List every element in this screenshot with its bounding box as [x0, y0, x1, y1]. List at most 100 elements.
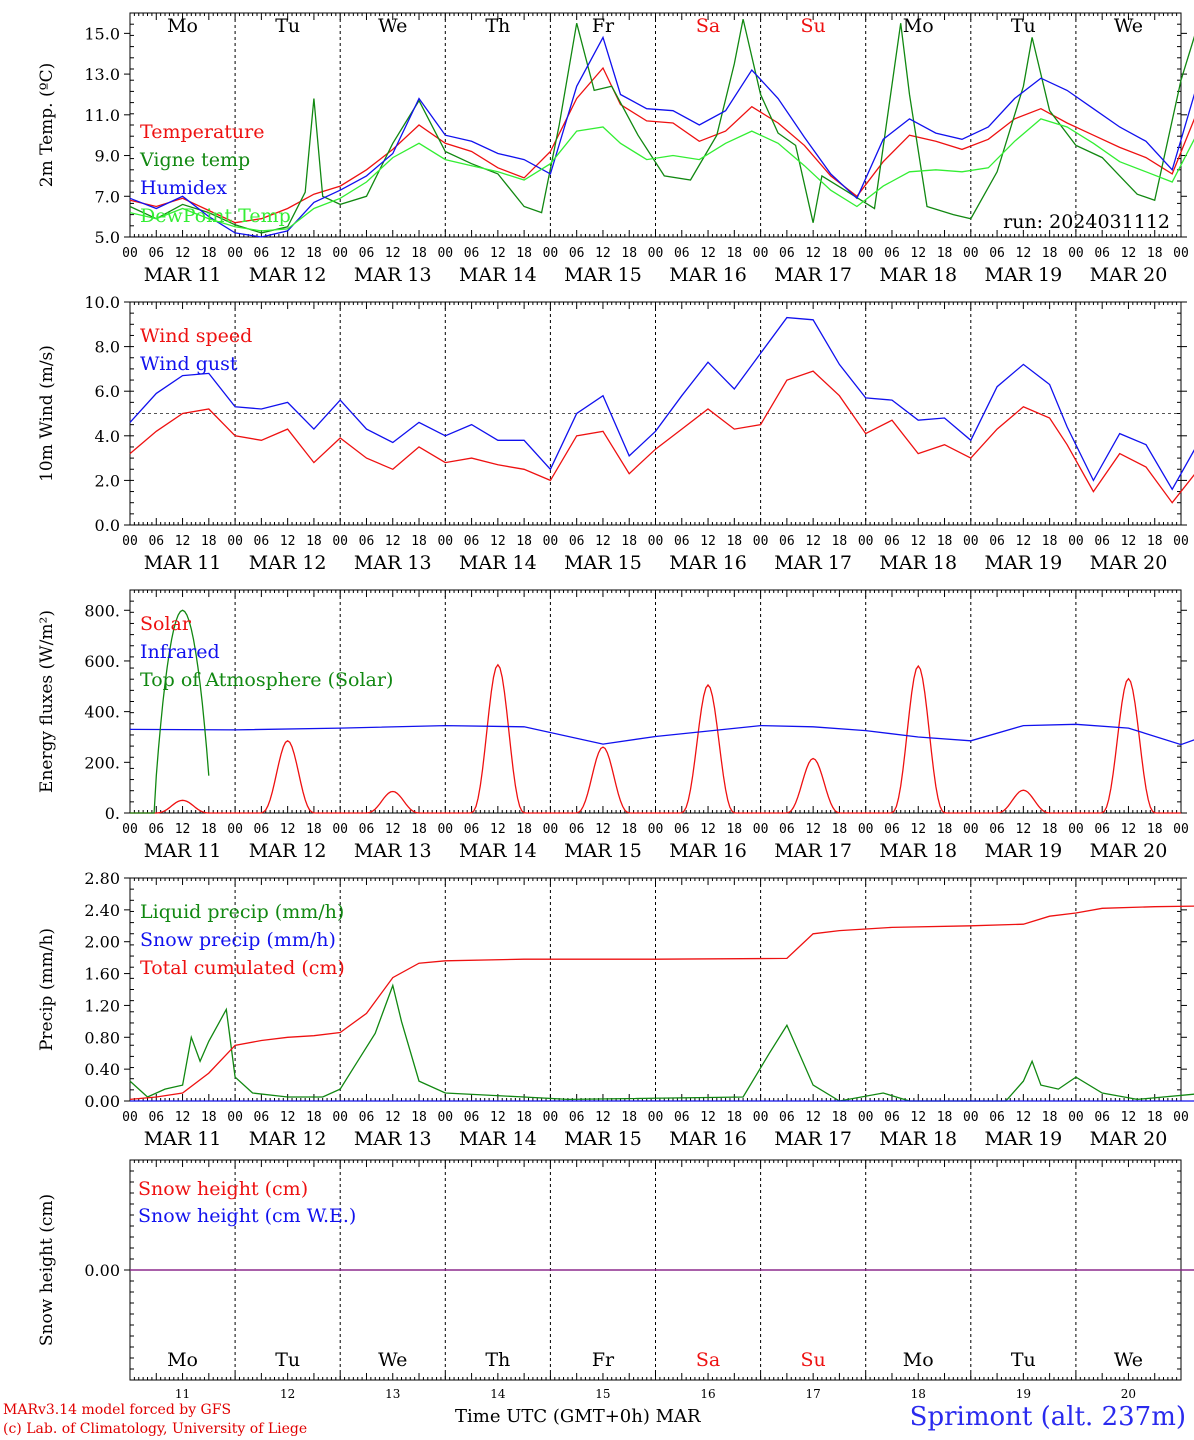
x-date-label: MAR 14: [459, 840, 537, 862]
x-date-label: MAR 17: [774, 264, 852, 286]
x-tick-label: 12: [805, 822, 821, 837]
x-tick-label: 12: [910, 534, 926, 549]
day-abbr-top: Sa: [696, 15, 720, 37]
x-tick-label: 12: [490, 534, 506, 549]
x-tick-label: 12: [595, 822, 611, 837]
x-tick-label: 00: [122, 1110, 138, 1125]
legend-entry: Total cumulated (cm): [140, 957, 345, 979]
day-abbr-top: Su: [801, 15, 826, 37]
x-tick-label: 00: [963, 822, 979, 837]
x-tick-label: 06: [569, 822, 585, 837]
y-tick-label: 2.40: [84, 901, 120, 920]
day-number: 20: [1121, 1387, 1136, 1401]
x-tick-label: 06: [254, 534, 270, 549]
x-date-label: MAR 19: [984, 264, 1062, 286]
x-tick-label: 06: [884, 246, 900, 261]
x-tick-label: 12: [175, 1110, 191, 1125]
x-tick-label: 00: [543, 1110, 559, 1125]
x-tick-label: 18: [621, 1110, 637, 1125]
legend-entry: Humidex: [140, 177, 227, 199]
x-tick-label: 00: [332, 534, 348, 549]
legend-entry: Wind speed: [140, 325, 252, 347]
x-tick-label: 12: [490, 1110, 506, 1125]
x-tick-label: 00: [122, 246, 138, 261]
day-abbr-bottom: We: [1114, 1349, 1143, 1371]
x-tick-label: 18: [621, 246, 637, 261]
legend-entry: Infrared: [140, 641, 220, 663]
x-tick-label: 12: [910, 822, 926, 837]
x-tick-label: 12: [910, 1110, 926, 1125]
x-tick-label: 06: [779, 246, 795, 261]
x-tick-label: 00: [963, 534, 979, 549]
day-abbr-top: Tu: [275, 15, 300, 37]
x-tick-label: 06: [254, 1110, 270, 1125]
x-tick-label: 18: [201, 534, 217, 549]
x-tick-label: 18: [516, 822, 532, 837]
x-tick-label: 00: [437, 534, 453, 549]
x-date-label: MAR 18: [879, 1128, 957, 1150]
station-name: Sprimont (alt. 237m): [909, 1402, 1186, 1432]
x-tick-label: 18: [201, 822, 217, 837]
day-abbr-top: We: [378, 15, 407, 37]
y-axis-label: 2m Temp. (ºC): [37, 63, 57, 188]
x-date-label: MAR 13: [354, 264, 432, 286]
x-tick-label: 12: [595, 534, 611, 549]
x-tick-label: 00: [963, 1110, 979, 1125]
x-tick-label: 06: [989, 822, 1005, 837]
x-tick-label: 00: [227, 534, 243, 549]
x-tick-label: 06: [148, 1110, 164, 1125]
y-tick-label: 9.0: [95, 147, 120, 166]
x-tick-label: 06: [674, 822, 690, 837]
x-tick-label: 06: [569, 1110, 585, 1125]
x-date-label: MAR 11: [144, 1128, 222, 1150]
x-tick-label: 00: [332, 822, 348, 837]
panel-frame: [129, 12, 1182, 238]
x-tick-label: 06: [464, 246, 480, 261]
series-line-top-of-atmosphere-solar-: [130, 609, 210, 814]
x-tick-label: 00: [648, 822, 664, 837]
x-tick-label: 18: [832, 822, 848, 837]
x-tick-label: 06: [1094, 246, 1110, 261]
x-tick-label: 18: [937, 534, 953, 549]
x-tick-label: 18: [411, 1110, 427, 1125]
x-tick-label: 00: [227, 822, 243, 837]
x-tick-label: 06: [569, 534, 585, 549]
x-tick-label: 00: [858, 534, 874, 549]
y-axis-label: Snow height (cm): [37, 1194, 57, 1346]
series-line-total-cumulated-cm-: [129, 905, 1194, 1101]
legend-entry: Temperature: [140, 121, 264, 143]
y-tick-label: 1.20: [84, 996, 120, 1015]
y-tick-label: 0.00: [84, 1261, 120, 1280]
series-line-vigne-temp: [129, 18, 1194, 234]
x-tick-label: 18: [726, 822, 742, 837]
x-tick-label: 00: [1068, 246, 1084, 261]
x-tick-label: 18: [1147, 822, 1163, 837]
day-abbr-bottom: Tu: [275, 1349, 300, 1371]
y-tick-label: 6.0: [95, 382, 120, 401]
series-line-liquid-precip-mm-h-: [129, 983, 1194, 1102]
lab-credit: (c) Lab. of Climatology, University of L…: [3, 1421, 308, 1437]
day-abbr-bottom: Th: [485, 1349, 510, 1371]
x-tick-label: 06: [779, 1110, 795, 1125]
x-tick-label: 06: [464, 534, 480, 549]
x-tick-label: 18: [201, 1110, 217, 1125]
series-line-solar: [130, 663, 1181, 814]
y-tick-label: 200.: [84, 753, 120, 772]
x-tick-label: 06: [148, 822, 164, 837]
x-date-label: MAR 15: [564, 1128, 642, 1150]
day-number: 17: [806, 1387, 821, 1401]
x-tick-label: 18: [306, 246, 322, 261]
x-tick-label: 18: [306, 822, 322, 837]
legend-entry: Snow height (cm W.E.): [138, 1205, 356, 1227]
x-tick-label: 06: [254, 246, 270, 261]
day-abbr-top: We: [1114, 15, 1143, 37]
x-tick-label: 00: [1068, 1110, 1084, 1125]
x-tick-label: 00: [753, 822, 769, 837]
x-tick-label: 12: [700, 1110, 716, 1125]
x-tick-label: 00: [648, 1110, 664, 1125]
x-tick-label: 06: [464, 1110, 480, 1125]
x-tick-label: 18: [832, 1110, 848, 1125]
x-date-label: MAR 18: [879, 552, 957, 574]
x-date-label: MAR 20: [1090, 264, 1168, 286]
x-tick-label: 00: [437, 1110, 453, 1125]
